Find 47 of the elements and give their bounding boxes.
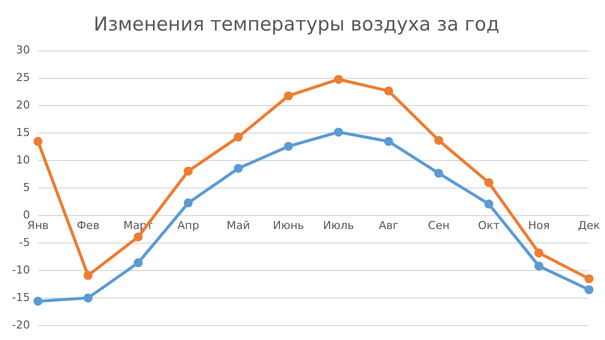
y-tick-label: 15 — [16, 126, 30, 140]
y-tick-label: 10 — [16, 154, 30, 166]
point — [33, 136, 42, 146]
point — [84, 293, 93, 302]
y-tick-label: -10 — [12, 263, 30, 276]
y-tick-label: 25 — [16, 71, 30, 84]
point — [434, 136, 444, 145]
point — [434, 168, 444, 178]
point — [484, 200, 494, 209]
chart-title: Изменения температуры воздуха за год — [94, 13, 500, 36]
x-tick-label: Сен — [428, 219, 450, 232]
x-tick-label: Апр — [177, 219, 200, 232]
x-tick-label: Дек — [578, 219, 600, 232]
point — [134, 232, 143, 242]
x-tick-label: Май — [226, 219, 250, 232]
y-tick-label: -5 — [19, 236, 30, 249]
y-tick-label: -20 — [12, 318, 30, 332]
point — [234, 164, 243, 173]
point — [84, 270, 93, 280]
y-tick-label: 30 — [16, 44, 30, 57]
point — [334, 128, 344, 137]
point — [134, 258, 143, 268]
point — [484, 178, 494, 188]
y-tick-label: 5 — [22, 180, 30, 194]
y-tick-label: 0 — [22, 208, 30, 222]
point — [584, 285, 594, 294]
point — [384, 86, 394, 96]
point — [334, 74, 344, 84]
y-tick-label: 20 — [16, 98, 30, 112]
point — [284, 91, 293, 100]
x-tick-label: Фев — [76, 219, 100, 232]
point — [33, 296, 42, 306]
point — [584, 274, 594, 284]
x-tick-label: Ноя — [528, 219, 550, 232]
x-tick-label: Янв — [27, 219, 49, 232]
point — [284, 142, 293, 151]
x-tick-label: Июнь — [272, 219, 304, 232]
x-tick-label: Авг — [378, 219, 399, 232]
point — [234, 132, 243, 142]
x-tick-label: Окт — [478, 219, 500, 232]
y-tick-label: -15 — [12, 290, 30, 304]
x-tick-label: Июль — [323, 219, 354, 232]
point — [534, 262, 544, 271]
point — [534, 248, 544, 258]
point — [184, 166, 193, 176]
point — [184, 198, 193, 208]
point — [384, 136, 394, 146]
